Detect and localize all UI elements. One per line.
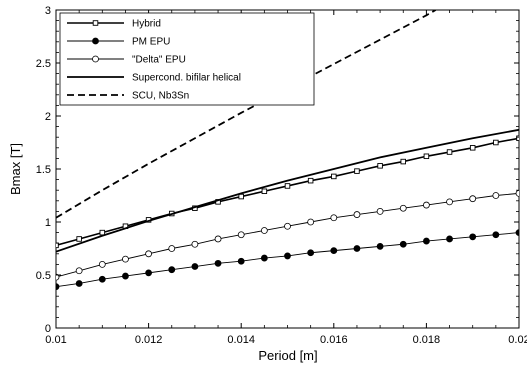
data-point [214,235,222,243]
data-point [56,242,59,249]
data-point [168,266,176,274]
data-point [353,245,361,252]
legend-marker [92,37,99,45]
data-point [469,233,477,241]
data-point [98,275,106,283]
data-point [284,252,291,260]
data-point [469,195,477,203]
data-point [516,135,519,142]
data-point [399,204,407,212]
data-point [330,214,338,222]
data-point [261,188,268,195]
x-tick-label: 0.014 [227,334,255,346]
data-point [75,280,83,287]
tick-layer: 0.01 0.012 0.014 0.016 0.018 0.02 0 0.5 1 1.5 2 2.5… [36,5,527,346]
data-point [353,211,361,218]
data-point [191,240,199,248]
data-point [422,237,430,245]
legend: Hybrid PM EPU "Delta" EPU Supercond. bifila… [59,12,315,106]
legend-entry: Hybrid [67,19,161,30]
data-point [492,231,500,239]
data-point [191,263,199,270]
data-point [376,207,384,215]
data-point [469,145,476,151]
data-point [446,149,453,155]
data-point [492,192,500,199]
x-tick-label: 0.01 [45,334,66,346]
data-point [422,201,430,209]
data-point [260,227,268,234]
data-point [399,240,407,248]
y-tick-label: 3 [45,5,51,17]
data-point [330,247,338,255]
legend-label: Supercond. bifilar helical [132,73,241,84]
y-tick-label: 2.5 [36,58,51,70]
data-point [446,235,453,243]
legend-label: SCU, Nb3Sn [132,91,189,102]
data-point [284,222,291,230]
data-point [260,254,268,262]
legend-entry: Supercond. bifilar helical [67,73,241,84]
series-line [56,192,519,278]
series-2 [56,189,519,281]
y-tick-label: 0 [45,323,51,335]
x-tick-label: 0.018 [413,334,441,346]
y-axis-title: Bmax [T] [8,143,23,195]
series-3 [56,128,519,253]
plot-area: 0.01 0.012 0.014 0.016 0.018 0.02 0 0.5 1 1.5 2 2.5… [36,5,527,346]
data-point [145,269,153,277]
legend-marker [92,55,99,63]
data-point [237,257,245,265]
series-line [56,10,437,219]
data-point [446,198,453,206]
data-point [493,139,499,146]
data-point [307,177,314,184]
data-point [284,183,291,189]
data-point [76,236,82,242]
data-point [98,260,106,268]
series-line [56,128,519,253]
data-point [56,283,60,291]
y-tick-label: 0.5 [36,270,51,282]
series-1 [56,229,519,291]
data-point [423,153,430,160]
data-point [75,267,83,275]
data-point [237,231,245,239]
series-layer [56,10,519,291]
x-axis-title: Period [m] [258,348,317,363]
data-point [99,229,106,236]
series-0 [56,135,519,249]
legend-marker [92,20,99,26]
legend-label: "Delta" EPU [132,55,186,66]
y-tick-label: 1.5 [36,164,51,176]
data-point [122,255,129,263]
data-point [238,193,244,200]
data-point [214,259,222,267]
legend-label: Hybrid [132,19,161,30]
data-point [377,163,383,169]
data-point [400,158,407,165]
x-tick-label: 0.012 [135,334,163,346]
y-tick-label: 1 [45,217,51,229]
data-point [145,250,153,258]
legend-entry: "Delta" EPU [67,55,186,66]
legend-entry: SCU, Nb3Sn [67,91,189,102]
data-point [307,218,315,226]
data-point [56,273,60,281]
y-tick-label: 2 [45,111,51,123]
x-tick-label: 0.02 [508,334,527,346]
data-point [376,242,384,250]
data-point [515,189,519,197]
data-point [354,168,360,174]
legend-entry: PM EPU [67,37,170,48]
data-point [122,272,129,280]
x-tick-label: 0.016 [320,334,348,346]
data-point [307,249,315,257]
data-point [331,173,337,180]
data-point [168,245,176,252]
legend-label: PM EPU [132,37,170,48]
series-4 [56,10,437,219]
